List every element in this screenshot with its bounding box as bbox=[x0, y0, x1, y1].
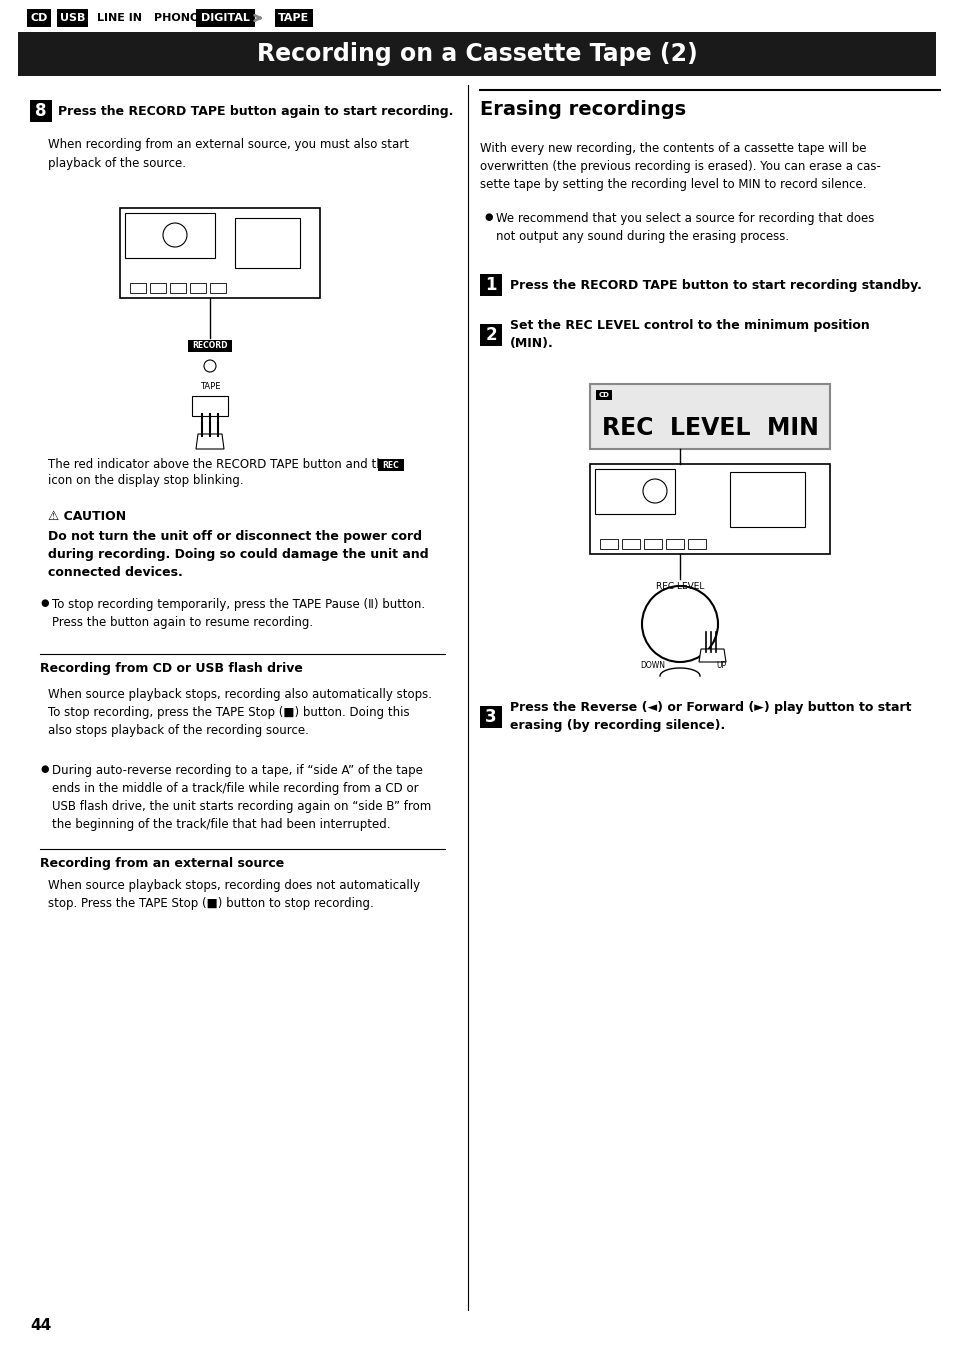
Bar bbox=[120, 208, 319, 298]
Bar bbox=[595, 468, 675, 514]
Text: We recommend that you select a source for recording that does
not output any sou: We recommend that you select a source fo… bbox=[496, 212, 874, 243]
Polygon shape bbox=[195, 433, 224, 450]
Bar bbox=[479, 324, 501, 346]
Bar bbox=[589, 464, 829, 554]
Text: ●: ● bbox=[483, 212, 492, 221]
Text: When source playback stops, recording does not automatically
stop. Press the TAP: When source playback stops, recording do… bbox=[48, 879, 419, 910]
Bar bbox=[729, 472, 804, 526]
Text: CD: CD bbox=[598, 392, 609, 398]
Text: Press the Reverse (◄) or Forward (►) play button to start
erasing (by recording : Press the Reverse (◄) or Forward (►) pla… bbox=[510, 702, 910, 733]
Bar bbox=[596, 390, 612, 400]
Polygon shape bbox=[699, 649, 725, 662]
Bar bbox=[621, 539, 639, 549]
Text: The red indicator above the RECORD TAPE button and the: The red indicator above the RECORD TAPE … bbox=[48, 458, 391, 471]
Circle shape bbox=[163, 223, 187, 247]
FancyBboxPatch shape bbox=[274, 9, 313, 27]
Text: Do not turn the unit off or disconnect the power cord
during recording. Doing so: Do not turn the unit off or disconnect t… bbox=[48, 531, 428, 579]
FancyBboxPatch shape bbox=[27, 9, 51, 27]
Text: To stop recording temporarily, press the TAPE Pause (Ⅱ) button.
Press the button: To stop recording temporarily, press the… bbox=[52, 598, 425, 629]
Bar bbox=[125, 213, 214, 258]
Circle shape bbox=[204, 360, 215, 373]
Text: DIGITAL: DIGITAL bbox=[201, 14, 250, 23]
Text: TAPE: TAPE bbox=[199, 382, 220, 391]
Circle shape bbox=[641, 586, 718, 662]
Text: DOWN: DOWN bbox=[639, 662, 664, 671]
Bar bbox=[190, 284, 206, 293]
Bar bbox=[188, 340, 232, 352]
FancyBboxPatch shape bbox=[195, 9, 254, 27]
Bar bbox=[599, 539, 618, 549]
Bar bbox=[479, 274, 501, 296]
Bar bbox=[479, 706, 501, 728]
Text: USB: USB bbox=[60, 14, 85, 23]
Bar bbox=[18, 32, 935, 76]
Circle shape bbox=[642, 479, 666, 504]
Text: PHONO: PHONO bbox=[154, 14, 200, 23]
Text: Press the RECORD TAPE button again to start recording.: Press the RECORD TAPE button again to st… bbox=[58, 104, 453, 117]
Text: 44: 44 bbox=[30, 1318, 51, 1332]
Text: 3: 3 bbox=[485, 707, 497, 726]
Text: TAPE: TAPE bbox=[278, 14, 310, 23]
Text: 2: 2 bbox=[485, 325, 497, 344]
Bar bbox=[377, 459, 403, 471]
Text: Recording from CD or USB flash drive: Recording from CD or USB flash drive bbox=[40, 662, 302, 675]
Text: Set the REC LEVEL control to the minimum position
(MIN).: Set the REC LEVEL control to the minimum… bbox=[510, 320, 869, 351]
Text: Erasing recordings: Erasing recordings bbox=[479, 100, 685, 119]
Bar bbox=[687, 539, 705, 549]
Text: ⚠ CAUTION: ⚠ CAUTION bbox=[48, 510, 126, 522]
Text: UP: UP bbox=[716, 662, 725, 671]
Bar bbox=[192, 396, 228, 416]
Text: REC: REC bbox=[382, 460, 399, 470]
Text: REC  LEVEL  MIN: REC LEVEL MIN bbox=[601, 416, 818, 440]
Text: Recording on a Cassette Tape (2): Recording on a Cassette Tape (2) bbox=[256, 42, 697, 66]
Bar bbox=[30, 100, 52, 122]
Bar bbox=[170, 284, 186, 293]
Text: Press the RECORD TAPE button to start recording standby.: Press the RECORD TAPE button to start re… bbox=[510, 278, 921, 292]
Text: During auto-reverse recording to a tape, if “side A” of the tape
ends in the mid: During auto-reverse recording to a tape,… bbox=[52, 764, 431, 832]
Text: When source playback stops, recording also automatically stops.
To stop recordin: When source playback stops, recording al… bbox=[48, 688, 432, 737]
Text: Recording from an external source: Recording from an external source bbox=[40, 857, 284, 869]
Text: LINE IN: LINE IN bbox=[97, 14, 142, 23]
Bar bbox=[643, 539, 661, 549]
Text: With every new recording, the contents of a cassette tape will be
overwritten (t: With every new recording, the contents o… bbox=[479, 142, 880, 190]
Text: ●: ● bbox=[40, 598, 49, 608]
Bar bbox=[665, 539, 683, 549]
Bar bbox=[210, 284, 226, 293]
Text: RECORD: RECORD bbox=[193, 342, 228, 351]
Bar bbox=[150, 284, 166, 293]
Text: CD: CD bbox=[30, 14, 48, 23]
Text: 1: 1 bbox=[485, 275, 497, 294]
Bar bbox=[234, 217, 299, 269]
Text: When recording from an external source, you must also start
playback of the sour: When recording from an external source, … bbox=[48, 138, 409, 170]
Text: REC LEVEL: REC LEVEL bbox=[655, 582, 703, 591]
Text: icon on the display stop blinking.: icon on the display stop blinking. bbox=[48, 474, 243, 487]
Text: ●: ● bbox=[40, 764, 49, 774]
Text: 8: 8 bbox=[35, 103, 47, 120]
FancyBboxPatch shape bbox=[57, 9, 88, 27]
Bar bbox=[589, 383, 829, 450]
Bar bbox=[130, 284, 146, 293]
